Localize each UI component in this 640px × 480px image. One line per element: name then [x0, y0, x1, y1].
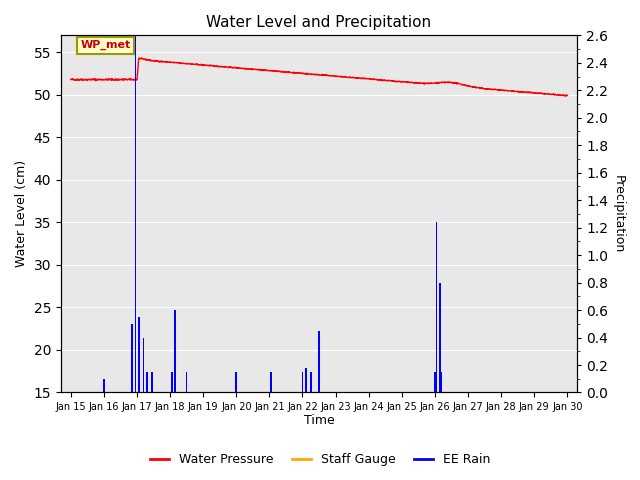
Bar — [436, 222, 437, 393]
X-axis label: Time: Time — [303, 414, 335, 427]
Y-axis label: Water Level (cm): Water Level (cm) — [15, 160, 28, 267]
Bar — [143, 337, 145, 393]
Bar — [146, 372, 148, 393]
Bar — [434, 372, 436, 393]
Bar — [318, 331, 320, 393]
Bar — [441, 372, 442, 393]
Bar — [301, 372, 303, 393]
Text: WP_met: WP_met — [81, 40, 131, 50]
Bar — [310, 372, 312, 393]
Y-axis label: Precipitation: Precipitation — [612, 175, 625, 253]
Bar — [439, 283, 441, 393]
Bar — [151, 372, 153, 393]
Bar — [270, 372, 272, 393]
Title: Water Level and Precipitation: Water Level and Precipitation — [207, 15, 431, 30]
Bar — [134, 36, 136, 393]
Bar — [174, 310, 176, 393]
Bar — [103, 379, 105, 393]
Bar — [131, 324, 133, 393]
Legend: Water Pressure, Staff Gauge, EE Rain: Water Pressure, Staff Gauge, EE Rain — [145, 448, 495, 471]
Bar — [138, 317, 140, 393]
Bar — [171, 372, 173, 393]
Bar — [305, 368, 307, 393]
Bar — [186, 372, 188, 393]
Bar — [236, 372, 237, 393]
